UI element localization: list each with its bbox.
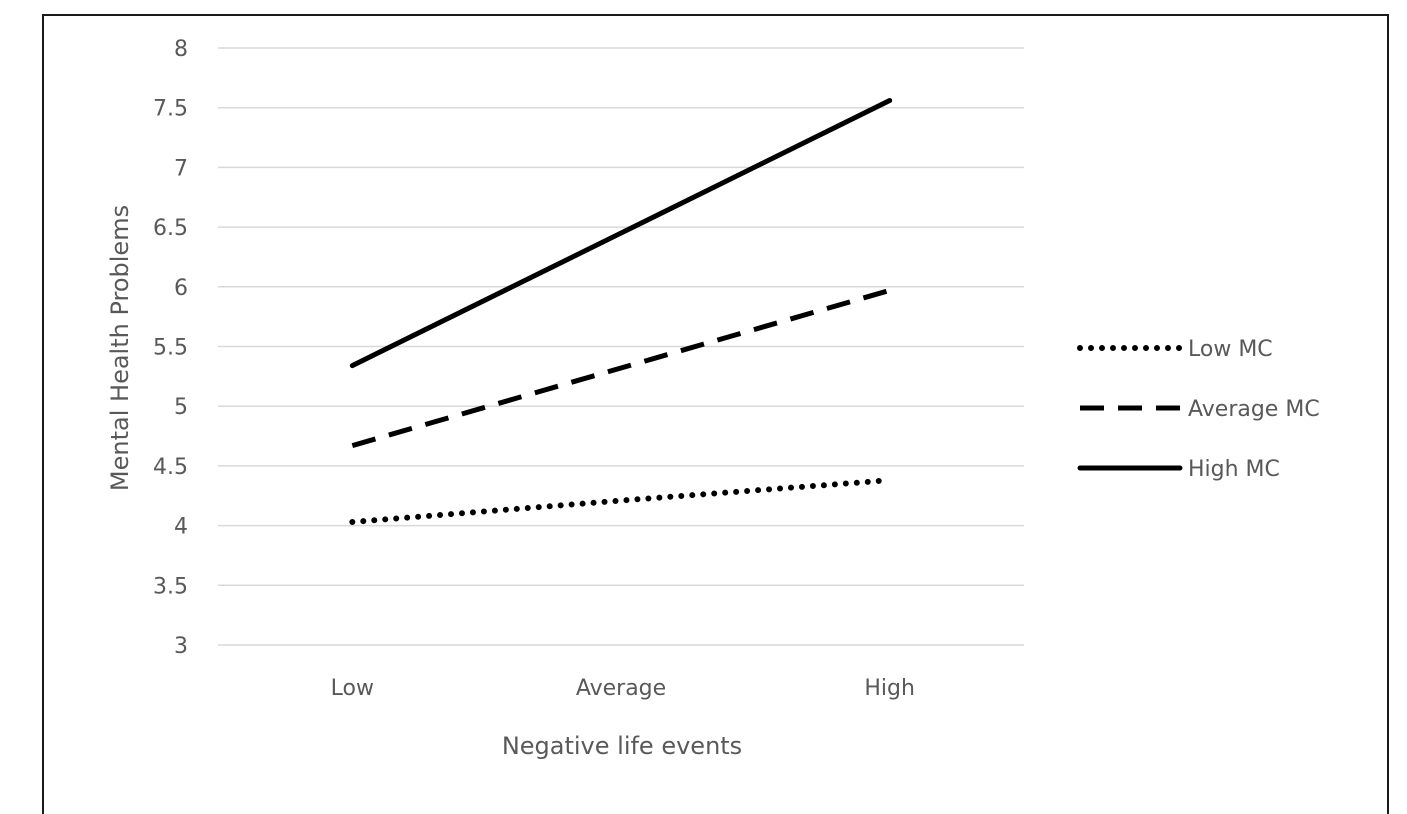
y-tick-labels: 3 3.5 4 4.5 5 5.5 6 6.5 7 7.5 8 — [153, 37, 188, 659]
y-tick-label: 5 — [174, 395, 188, 420]
legend-label: High MC — [1188, 457, 1280, 482]
y-tick-label: 3 — [174, 634, 188, 659]
series-line-average-mc — [351, 287, 891, 449]
legend-label: Low MC — [1188, 337, 1273, 362]
x-axis-title: Negative life events — [502, 732, 742, 760]
y-tick-label: 6.5 — [153, 216, 188, 241]
y-tick-label: 4.5 — [153, 455, 188, 480]
x-tick-label: Average — [576, 676, 666, 701]
y-axis-title: Mental Health Problems — [106, 205, 134, 491]
y-tick-label: 4 — [174, 515, 188, 540]
legend-label: Average MC — [1188, 397, 1320, 422]
x-tick-label: Low — [331, 676, 374, 701]
series-line-low-mc — [349, 477, 893, 526]
chart-frame — [42, 14, 1389, 814]
x-tick-labels: Low Average High — [331, 676, 915, 701]
y-tick-label: 8 — [174, 37, 188, 62]
y-tick-label: 5.5 — [153, 336, 188, 361]
series-lines — [349, 98, 893, 526]
legend: Low MC Average MC High MC — [1077, 337, 1320, 482]
series-line-high-mc — [349, 98, 893, 369]
x-tick-label: High — [864, 676, 915, 701]
y-tick-label: 7 — [174, 156, 188, 181]
y-tick-label: 6 — [174, 276, 188, 301]
y-tick-label: 7.5 — [153, 97, 188, 122]
gridlines — [218, 47, 1024, 646]
y-tick-label: 3.5 — [153, 574, 188, 599]
